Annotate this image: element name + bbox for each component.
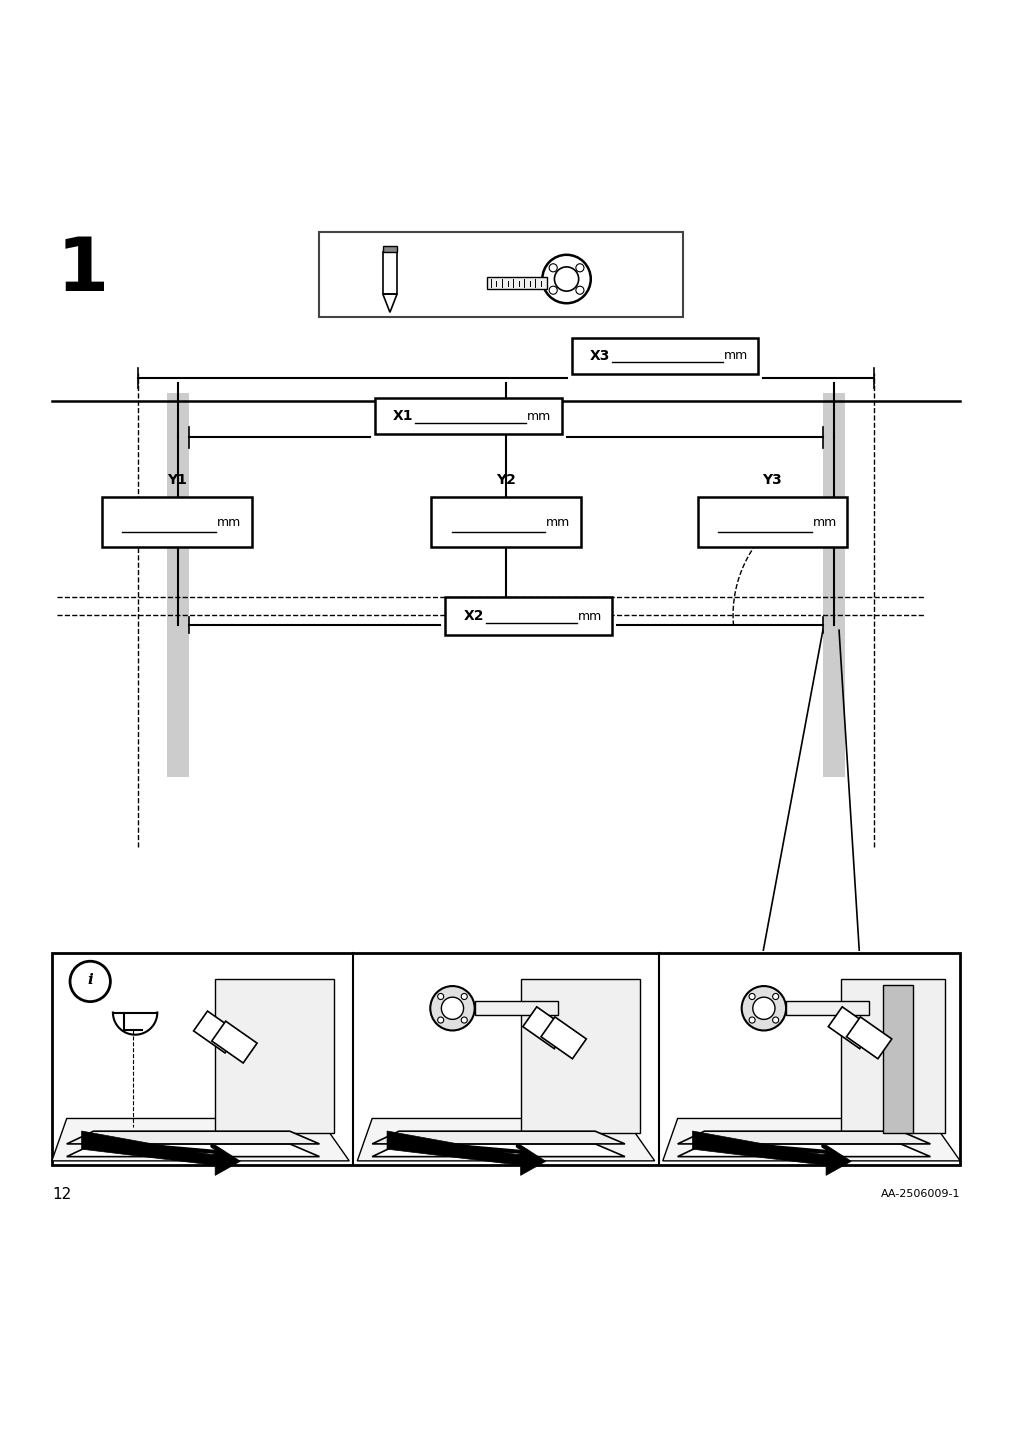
Bar	[474, 1001, 557, 1015]
Polygon shape	[541, 1017, 585, 1058]
Polygon shape	[215, 978, 334, 1133]
Polygon shape	[67, 1131, 319, 1144]
Bar	[822, 392, 844, 776]
Text: i: i	[87, 974, 93, 988]
Text: mm: mm	[527, 410, 551, 422]
Polygon shape	[677, 1144, 929, 1157]
Circle shape	[771, 1017, 777, 1022]
Bar	[571, 338, 757, 374]
Polygon shape	[382, 294, 396, 312]
Polygon shape	[193, 1011, 239, 1053]
Circle shape	[461, 1017, 467, 1022]
Polygon shape	[52, 1118, 349, 1161]
Bar	[52, 954, 959, 1166]
Text: 12: 12	[52, 1187, 71, 1201]
Text: X3: X3	[589, 349, 610, 362]
Polygon shape	[845, 1017, 891, 1058]
Circle shape	[748, 1017, 754, 1022]
Text: mm: mm	[723, 349, 747, 362]
Bar	[445, 597, 612, 636]
Polygon shape	[692, 1131, 850, 1176]
Bar	[102, 497, 252, 547]
Text: Y2: Y2	[495, 473, 516, 487]
Polygon shape	[67, 1144, 319, 1157]
Polygon shape	[372, 1144, 625, 1157]
Circle shape	[748, 994, 754, 1000]
Bar	[697, 497, 846, 547]
Bar	[882, 985, 912, 1133]
Polygon shape	[357, 1118, 654, 1161]
Polygon shape	[82, 1131, 241, 1176]
Bar	[431, 497, 580, 547]
Circle shape	[542, 255, 590, 304]
Text: mm: mm	[217, 516, 242, 528]
Polygon shape	[523, 1007, 567, 1048]
Polygon shape	[211, 1021, 257, 1063]
Text: Y1: Y1	[167, 473, 187, 487]
Polygon shape	[386, 1131, 545, 1176]
Circle shape	[549, 286, 557, 294]
Circle shape	[554, 266, 578, 291]
Text: Y3: Y3	[761, 473, 782, 487]
Circle shape	[437, 994, 443, 1000]
Text: mm: mm	[812, 516, 836, 528]
Bar	[167, 392, 189, 776]
Bar	[786, 1001, 868, 1015]
Text: X2: X2	[463, 609, 483, 623]
Circle shape	[461, 994, 467, 1000]
Circle shape	[752, 997, 774, 1020]
Bar	[382, 246, 396, 252]
Circle shape	[430, 987, 474, 1031]
Polygon shape	[521, 978, 639, 1133]
Bar	[374, 398, 561, 434]
Polygon shape	[372, 1131, 625, 1144]
Circle shape	[771, 994, 777, 1000]
Circle shape	[549, 263, 557, 272]
Circle shape	[437, 1017, 443, 1022]
Circle shape	[741, 987, 786, 1031]
Text: X1: X1	[392, 410, 413, 424]
Polygon shape	[662, 1118, 959, 1161]
Circle shape	[575, 286, 583, 294]
Polygon shape	[382, 252, 396, 294]
Bar	[486, 276, 547, 289]
Bar	[319, 232, 682, 318]
Text: AA-2506009-1: AA-2506009-1	[880, 1190, 959, 1200]
Polygon shape	[827, 1007, 872, 1048]
Text: 1: 1	[57, 233, 109, 306]
Circle shape	[441, 997, 463, 1020]
Circle shape	[575, 263, 583, 272]
Text: mm: mm	[577, 610, 602, 623]
Circle shape	[70, 961, 110, 1001]
Polygon shape	[840, 978, 944, 1133]
Text: mm: mm	[546, 516, 570, 528]
Polygon shape	[677, 1131, 929, 1144]
